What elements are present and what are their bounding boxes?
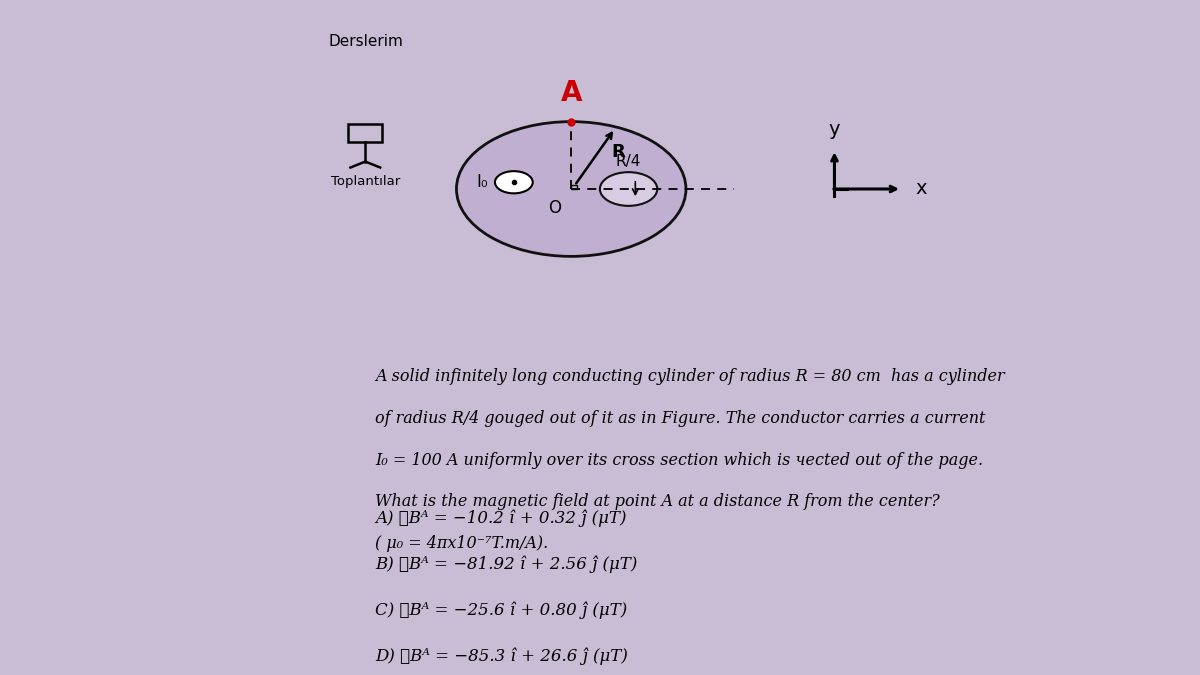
Text: y: y (829, 120, 840, 139)
Text: R/4: R/4 (616, 154, 641, 169)
Text: O: O (548, 199, 562, 217)
Text: Derslerim: Derslerim (329, 34, 403, 49)
Text: of radius R/4 gouged out of it as in Figure. The conductor carries a current: of radius R/4 gouged out of it as in Fig… (376, 410, 986, 427)
Text: A) ⃗Bᴬ = −10.2 î + 0.32 ĵ (μT): A) ⃗Bᴬ = −10.2 î + 0.32 ĵ (μT) (376, 510, 626, 527)
Ellipse shape (456, 122, 686, 256)
Text: A: A (560, 79, 582, 107)
Ellipse shape (600, 172, 658, 206)
Text: R: R (612, 143, 625, 161)
Ellipse shape (494, 171, 533, 193)
Text: B) ⃗Bᴬ = −81.92 î + 2.56 ĵ (μT): B) ⃗Bᴬ = −81.92 î + 2.56 ĵ (μT) (376, 556, 638, 573)
Text: C) ⃗Bᴬ = −25.6 î + 0.80 ĵ (μT): C) ⃗Bᴬ = −25.6 î + 0.80 ĵ (μT) (376, 601, 628, 619)
Text: D) ⃗Bᴬ = −85.3 î + 26.6 ĵ (μT): D) ⃗Bᴬ = −85.3 î + 26.6 ĵ (μT) (376, 647, 629, 665)
Text: A solid infinitely long conducting cylinder of radius R = 80 cm  has a cylinder: A solid infinitely long conducting cylin… (376, 368, 1006, 385)
Text: Toplantılar: Toplantılar (331, 176, 400, 188)
Text: ( μ₀ = 4πx10⁻⁷T.m/A).: ( μ₀ = 4πx10⁻⁷T.m/A). (376, 535, 548, 552)
Text: What is the magnetic field at point A at a distance R from the center?: What is the magnetic field at point A at… (376, 493, 941, 510)
Text: I₀: I₀ (476, 173, 488, 191)
Text: I₀ = 100 A uniformly over its cross section which is чected out of the page.: I₀ = 100 A uniformly over its cross sect… (376, 452, 984, 468)
Text: x: x (916, 180, 926, 198)
